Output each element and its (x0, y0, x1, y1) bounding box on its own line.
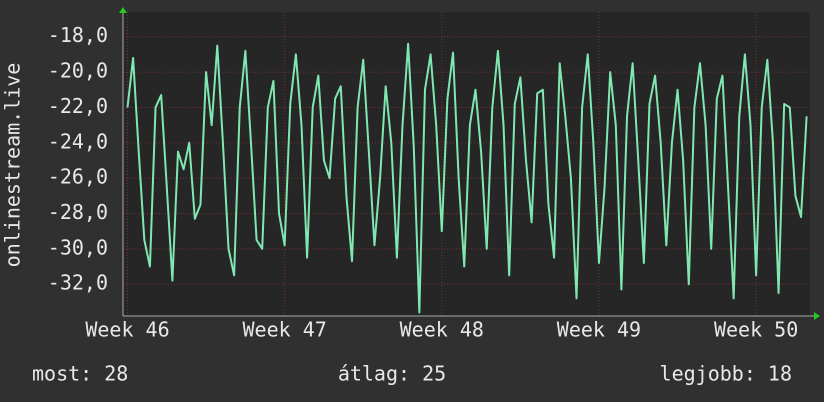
y-arrow (119, 7, 127, 13)
x-tick-label: Week 46 (85, 318, 169, 342)
y-tick-label: -20,0 (48, 59, 108, 83)
x-tick-label: Week 48 (400, 318, 484, 342)
footer-best: legjobb: 18 (660, 362, 792, 386)
marks (126, 42, 808, 314)
y-tick-label: -26,0 (48, 165, 108, 189)
y-tick-label: -22,0 (48, 94, 108, 118)
y-tick-label: -30,0 (48, 235, 108, 259)
x-arrow (814, 312, 820, 320)
y-tick-label: -24,0 (48, 129, 108, 153)
y-tick-label: -28,0 (48, 200, 108, 224)
y-axis-label: onlinestream.live (1, 63, 25, 268)
footer-average: átlag: 25 (338, 362, 446, 386)
y-tick-label: -18,0 (48, 23, 108, 47)
series-line (126, 42, 808, 314)
x-tick-label: Week 50 (714, 318, 798, 342)
x-tick-label: Week 49 (557, 318, 641, 342)
footer-current: most: 28 (32, 362, 128, 386)
y-tick-label: -32,0 (48, 271, 108, 295)
x-tick-label: Week 47 (242, 318, 326, 342)
